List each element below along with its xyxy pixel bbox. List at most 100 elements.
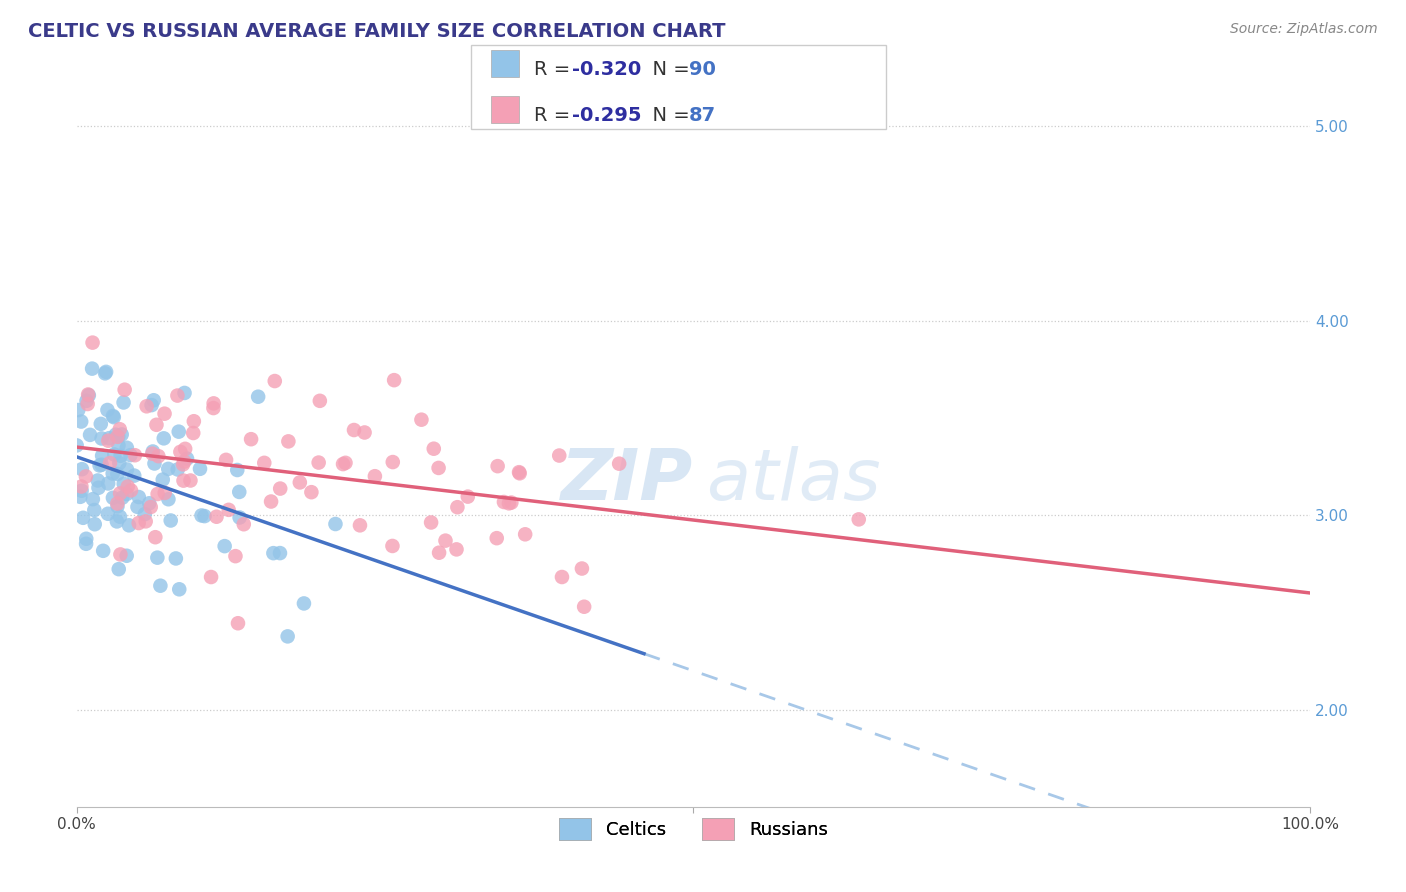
Point [105,496,128,510]
Point [115,441,138,455]
Point [134,507,156,521]
Point [188,462,211,476]
Point [492,495,515,509]
Point [110,548,132,562]
Point [153,486,176,500]
Point [101,467,124,481]
Point [110,449,132,463]
Point [157,492,180,507]
Point [498,496,520,510]
Point [72,510,94,524]
Point [91,449,114,463]
Point [108,422,131,436]
Point [67,403,90,417]
Point [77,388,100,402]
Point [87,481,110,495]
Point [269,546,291,560]
Point [277,629,299,643]
Legend: Celtics, Russians: Celtics, Russians [550,809,837,849]
Point [83,503,105,517]
Point [112,476,135,491]
Point [173,474,195,488]
Point [172,458,194,472]
Point [111,491,134,505]
Point [146,550,169,565]
Point [167,425,190,439]
Point [508,465,530,479]
Point [108,509,131,524]
Point [122,468,145,483]
Text: R =: R = [534,106,576,126]
Point [82,335,104,350]
Point [509,467,531,481]
Point [82,492,104,507]
Point [87,474,110,488]
Point [224,549,246,563]
Point [97,476,120,491]
Point [143,457,166,471]
Point [159,514,181,528]
Point [215,453,238,467]
Point [76,393,98,408]
Point [108,486,131,500]
Point [146,487,169,501]
Point [157,462,180,476]
Point [145,417,167,432]
Point [97,507,120,521]
Point [420,516,443,530]
Point [427,461,450,475]
Point [70,462,93,476]
Point [120,483,142,498]
Point [104,427,127,442]
Point [292,596,315,610]
Point [117,480,139,494]
Point [103,410,125,425]
Point [427,546,450,560]
Point [485,531,508,545]
Point [90,458,112,472]
Point [77,387,100,401]
Point [226,463,249,477]
Point [107,562,129,576]
Point [332,457,354,471]
Point [105,430,128,444]
Point [76,397,98,411]
Point [105,467,128,481]
Point [96,403,118,417]
Point [89,458,111,473]
Point [91,543,114,558]
Point [411,412,433,426]
Point [382,373,405,387]
Point [288,475,311,490]
Point [75,469,97,483]
Point [135,514,157,528]
Point [75,537,97,551]
Point [70,415,93,429]
Point [79,428,101,442]
Point [82,361,104,376]
Point [335,456,357,470]
Point [551,570,574,584]
Point [148,449,170,463]
Point [228,510,250,524]
Point [142,444,165,458]
Point [94,367,117,381]
Point [165,551,187,566]
Point [190,508,212,523]
Text: atlas: atlas [706,446,880,515]
Point [107,429,129,443]
Point [247,390,270,404]
Text: Source: ZipAtlas.com: Source: ZipAtlas.com [1230,22,1378,37]
Point [179,474,201,488]
Point [169,445,191,459]
Point [572,599,595,614]
Point [115,462,138,476]
Point [240,432,263,446]
Point [141,398,163,412]
Point [167,582,190,597]
Point [848,512,870,526]
Point [262,546,284,560]
Point [548,449,571,463]
Point [173,454,195,468]
Point [501,495,523,509]
